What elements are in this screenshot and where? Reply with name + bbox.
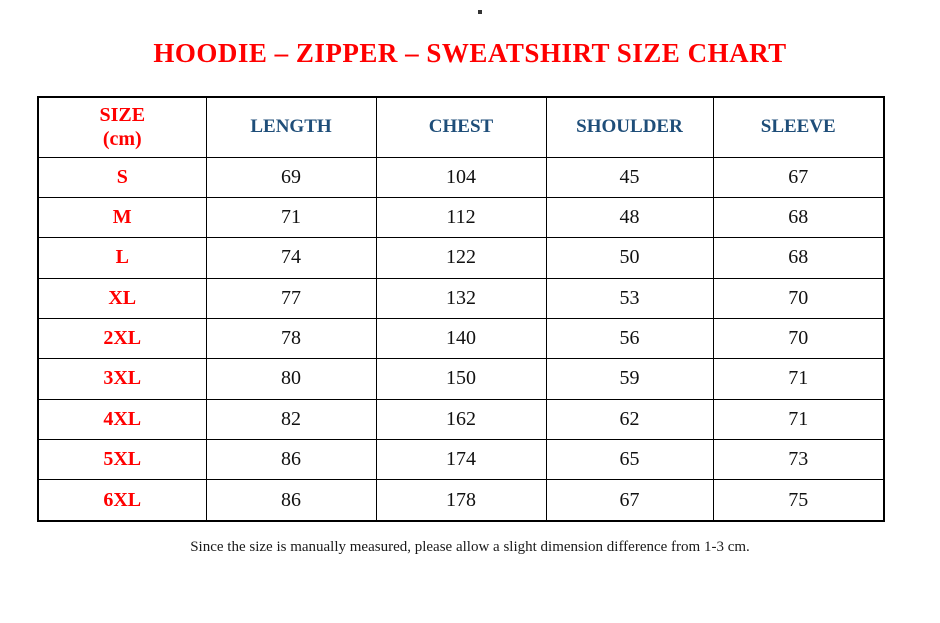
chest-value-cell: 104 (375, 156, 547, 198)
chest-value-cell: 140 (375, 317, 547, 360)
table-row: 5XL 86 174 65 73 (37, 438, 885, 481)
size-label-cell: 5XL (37, 438, 207, 481)
table-row: 2XL 78 140 56 70 (37, 317, 885, 360)
chest-column-header: CHEST (375, 96, 547, 158)
shoulder-value-cell: 45 (545, 156, 714, 198)
shoulder-value-cell: 53 (545, 277, 714, 319)
stray-dot (478, 10, 482, 14)
table-row: L 74 122 50 68 (37, 237, 885, 279)
length-value-cell: 80 (205, 358, 377, 400)
chest-value-cell: 150 (375, 358, 547, 400)
size-label-cell: 2XL (37, 317, 207, 360)
shoulder-value-cell: 62 (545, 398, 714, 440)
sleeve-value-cell: 68 (712, 196, 885, 239)
size-header-line1: SIZE (99, 104, 146, 127)
shoulder-value-cell: 65 (545, 438, 714, 481)
page-title: HOODIE – ZIPPER – SWEATSHIRT SIZE CHART (153, 38, 787, 68)
table-row: S 69 104 45 67 (37, 156, 885, 198)
chest-value-cell: 178 (375, 479, 547, 522)
length-value-cell: 82 (205, 398, 377, 440)
shoulder-value-cell: 59 (545, 358, 714, 400)
size-column-header: SIZE (cm) (37, 96, 207, 158)
chest-value-cell: 162 (375, 398, 547, 440)
size-label-cell: 6XL (37, 479, 207, 522)
length-value-cell: 69 (205, 156, 377, 198)
chest-value-cell: 132 (375, 277, 547, 319)
shoulder-value-cell: 48 (545, 196, 714, 239)
sleeve-value-cell: 70 (712, 317, 885, 360)
size-label-cell: XL (37, 277, 207, 319)
shoulder-column-header: SHOULDER (545, 96, 714, 158)
size-label-cell: M (37, 196, 207, 239)
header-row: SIZE (cm) LENGTH CHEST SHOULDER SLEEVE (37, 96, 885, 158)
shoulder-value-cell: 67 (545, 479, 714, 522)
size-chart-table: SIZE (cm) LENGTH CHEST SHOULDER SLEEVE S… (37, 96, 885, 522)
length-column-header: LENGTH (205, 96, 377, 158)
table-row: XL 77 132 53 70 (37, 277, 885, 319)
shoulder-value-cell: 56 (545, 317, 714, 360)
table-row: 6XL 86 178 67 75 (37, 479, 885, 522)
size-table-body: S 69 104 45 67 M 71 112 48 68 L 74 122 50 68 XL 77 132 53 7… (37, 156, 885, 522)
sleeve-value-cell: 68 (712, 237, 885, 279)
sleeve-value-cell: 73 (712, 438, 885, 481)
measurement-note: Since the size is manually measured, ple… (190, 539, 750, 555)
size-label-cell: 3XL (37, 358, 207, 400)
chest-value-cell: 112 (375, 196, 547, 239)
table-row: 4XL 82 162 62 71 (37, 398, 885, 440)
sleeve-value-cell: 67 (712, 156, 885, 198)
length-value-cell: 74 (205, 237, 377, 279)
sleeve-value-cell: 71 (712, 398, 885, 440)
chest-value-cell: 122 (375, 237, 547, 279)
shoulder-value-cell: 50 (545, 237, 714, 279)
table-row: M 71 112 48 68 (37, 196, 885, 239)
size-label-cell: 4XL (37, 398, 207, 440)
sleeve-value-cell: 71 (712, 358, 885, 400)
chest-value-cell: 174 (375, 438, 547, 481)
size-label-cell: L (37, 237, 207, 279)
sleeve-column-header: SLEEVE (712, 96, 885, 158)
length-value-cell: 78 (205, 317, 377, 360)
length-value-cell: 71 (205, 196, 377, 239)
length-value-cell: 86 (205, 438, 377, 481)
size-label-cell: S (37, 156, 207, 198)
table-row: 3XL 80 150 59 71 (37, 358, 885, 400)
sleeve-value-cell: 70 (712, 277, 885, 319)
length-value-cell: 77 (205, 277, 377, 319)
sleeve-value-cell: 75 (712, 479, 885, 522)
length-value-cell: 86 (205, 479, 377, 522)
size-header-line2: (cm) (102, 128, 142, 151)
